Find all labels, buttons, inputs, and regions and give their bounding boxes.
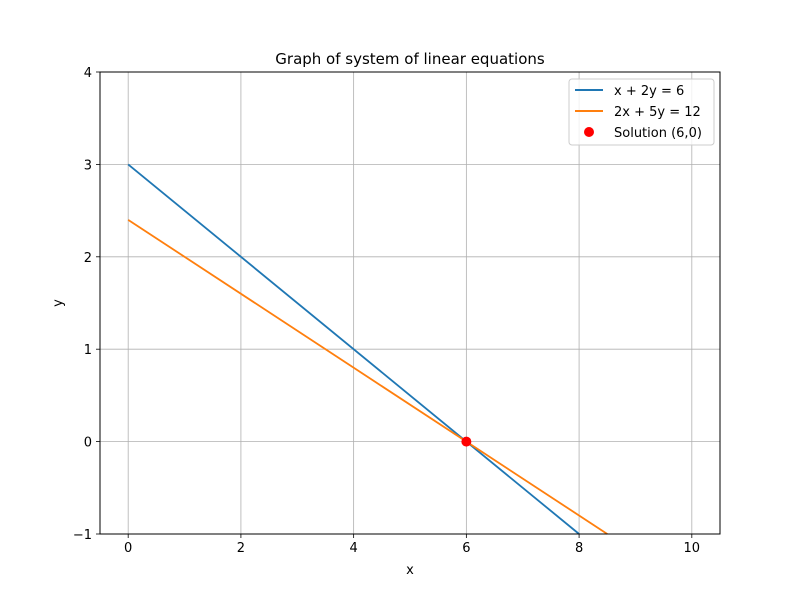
legend: x + 2y = 6 2x + 5y = 12 Solution (6,0) xyxy=(568,78,715,146)
y-tick-label: 0 xyxy=(84,436,92,451)
x-axis-label: x xyxy=(406,563,414,578)
x-tick-label: 4 xyxy=(349,541,357,556)
plot-lines xyxy=(127,163,608,535)
x-tick-label: 2 xyxy=(237,541,245,556)
y-tick-label: 2 xyxy=(84,251,92,266)
series-line-1 xyxy=(127,163,580,535)
legend-label-series-2: 2x + 5y = 12 xyxy=(614,105,701,120)
y-tick-label: 1 xyxy=(84,343,92,358)
y-tick-label: 3 xyxy=(84,158,92,173)
x-tick-label: 8 xyxy=(575,541,583,556)
solution-point xyxy=(461,436,472,447)
legend-label-solution: Solution (6,0) xyxy=(614,126,702,141)
y-tick-label: −1 xyxy=(73,528,92,543)
y-axis-label: y xyxy=(51,299,66,307)
x-tick-label: 10 xyxy=(684,541,701,556)
axis-ticks: 0 2 4 6 8 10 −1 0 1 2 3 4 xyxy=(73,66,700,556)
x-tick-label: 0 xyxy=(124,541,132,556)
legend-swatch-solution xyxy=(584,127,594,137)
y-tick-label: 4 xyxy=(84,66,92,81)
plot-frame xyxy=(99,71,721,535)
series-line-2 xyxy=(127,219,608,535)
legend-box xyxy=(568,78,715,146)
chart-title: Graph of system of linear equations xyxy=(275,50,545,68)
grid xyxy=(100,71,720,535)
legend-label-series-1: x + 2y = 6 xyxy=(614,84,684,99)
x-tick-label: 6 xyxy=(462,541,470,556)
plot-points xyxy=(461,436,472,447)
